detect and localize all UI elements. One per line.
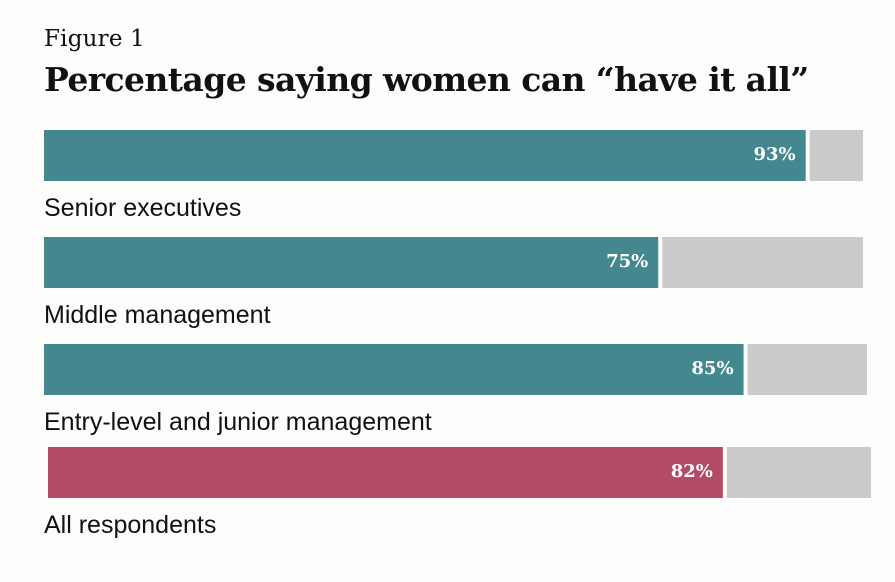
bar-track [747, 344, 867, 395]
category-label: Entry-level and junior management [44, 408, 432, 436]
bar-value-label: 93% [754, 144, 796, 165]
bar-senior-executives [44, 130, 806, 181]
bar-track [809, 130, 863, 181]
chart-title: Percentage saying women can “have it all… [44, 60, 809, 99]
bar-track [662, 237, 863, 288]
bar-value-label: 75% [606, 251, 648, 272]
category-label: All respondents [44, 511, 216, 539]
bar-entry-level-and-junior-management [44, 344, 744, 395]
bar-middle-management [44, 237, 659, 288]
bar-track [726, 447, 871, 498]
category-label: Senior executives [44, 194, 241, 222]
bar-value-label: 82% [671, 461, 713, 482]
figure-label: Figure 1 [44, 26, 146, 52]
category-label: Middle management [44, 301, 271, 329]
bar-all-respondents [48, 447, 723, 498]
bar-value-label: 85% [691, 358, 733, 379]
